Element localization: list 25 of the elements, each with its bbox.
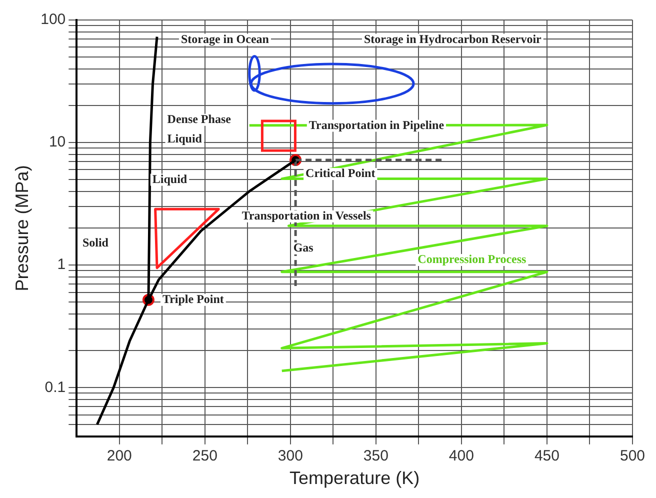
annotation: Dense Phase: [167, 112, 232, 126]
annotation: Transportation in Vessels: [242, 208, 372, 222]
y-axis-title: Pressure (MPa): [12, 165, 32, 292]
x-tick-label: 350: [363, 448, 388, 465]
x-axis-title: Temperature (K): [290, 468, 420, 488]
annotation: Storage in Ocean: [180, 32, 270, 46]
annotation: Solid: [82, 236, 109, 250]
annotation: Liquid: [167, 132, 202, 146]
x-tick-label: 300: [278, 448, 303, 465]
y-tick-label: 0.1: [44, 378, 66, 396]
annotation: Gas: [293, 240, 314, 254]
annotation: Storage in Hydrocarbon Reservoir: [364, 32, 542, 46]
y-tick-label: 10: [48, 134, 66, 151]
x-tick-label: 250: [192, 448, 218, 465]
annotation: Transportation in Pipeline: [308, 118, 445, 132]
annotation: Compression Process: [418, 252, 527, 266]
y-tick-label: 1: [57, 256, 66, 274]
annotation: Triple Point: [162, 292, 224, 306]
x-tick-label: 400: [448, 448, 474, 465]
x-tick-label: 500: [620, 448, 645, 465]
annotation: Liquid: [152, 172, 188, 186]
annotation: Critical Point: [306, 166, 376, 180]
x-tick-label: 200: [106, 448, 132, 465]
x-tick-label: 450: [534, 448, 560, 465]
y-tick-label: 100: [40, 11, 66, 28]
